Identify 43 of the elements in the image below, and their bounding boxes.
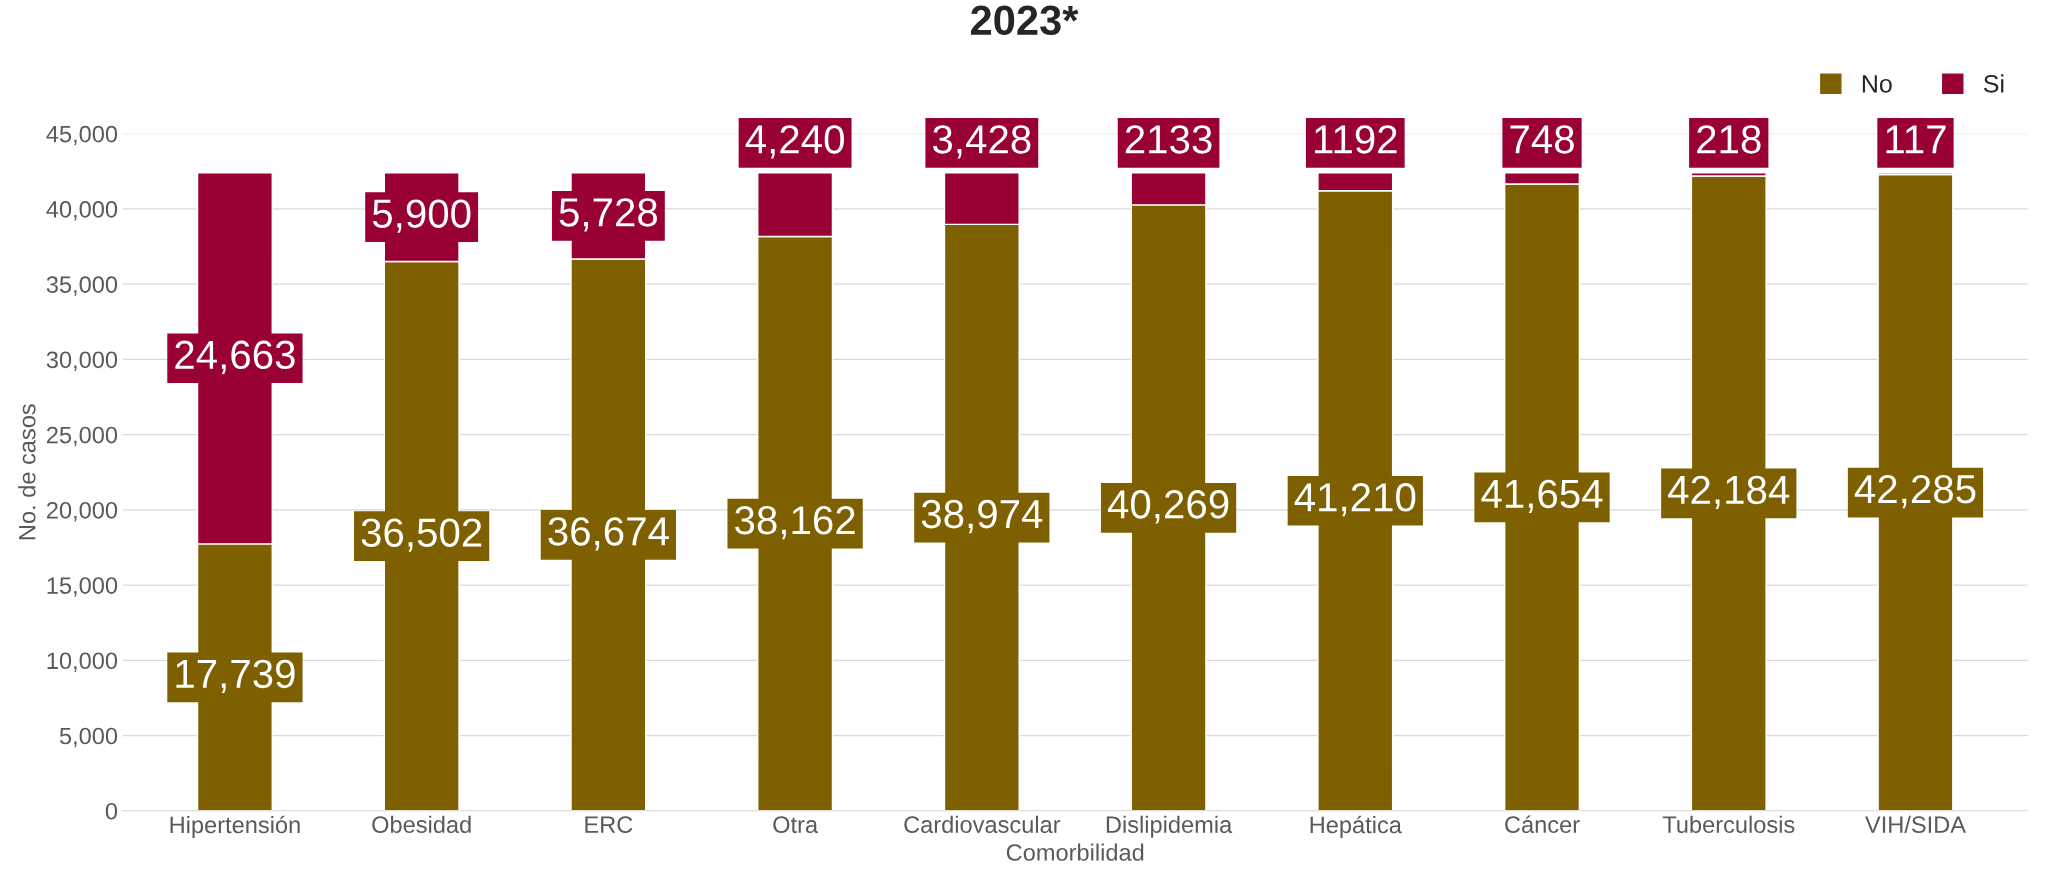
data-label: 117 bbox=[1886, 125, 1946, 154]
data-label: 40,269 bbox=[1107, 490, 1229, 524]
x-tick-label: Cardiovascular bbox=[904, 815, 1061, 834]
data-label: 36,502 bbox=[361, 518, 482, 552]
x-tick-label: Otra bbox=[773, 816, 819, 834]
y-tick-label: 20,000 bbox=[47, 501, 118, 522]
data-label: 1192 bbox=[1315, 125, 1397, 154]
y-axis-title: No. de casos bbox=[18, 404, 36, 540]
data-label: 748 bbox=[1510, 125, 1574, 154]
x-tick-label: Cáncer bbox=[1505, 815, 1580, 834]
data-label: 4,240 bbox=[745, 125, 844, 159]
x-tick-label: Hipertensión bbox=[170, 815, 300, 838]
y-tick-label: 40,000 bbox=[46, 200, 118, 221]
chart-title: 2023* bbox=[971, 5, 1079, 36]
data-label: 24,663 bbox=[175, 340, 295, 374]
y-tick-label: 35,000 bbox=[46, 276, 118, 296]
data-label: 41,654 bbox=[1481, 479, 1603, 513]
data-label: 2133 bbox=[1125, 125, 1212, 154]
data-label: 218 bbox=[1697, 125, 1761, 154]
y-tick-label: 5,000 bbox=[59, 727, 118, 748]
y-tick-label: 30,000 bbox=[46, 351, 118, 371]
data-label: 3,428 bbox=[932, 125, 1031, 159]
data-label: 17,739 bbox=[176, 659, 295, 693]
data-label: 42,285 bbox=[1854, 474, 1976, 509]
legend-label: No bbox=[1862, 75, 1892, 93]
x-tick-label: VIH/SIDA bbox=[1865, 815, 1966, 834]
y-tick-label: 25,000 bbox=[47, 426, 118, 447]
x-tick-label: Tuberculosis bbox=[1662, 815, 1795, 834]
x-axis-title: Comorbilidad bbox=[1006, 843, 1144, 861]
x-tick-label: ERC bbox=[585, 816, 633, 834]
x-tick-label: Obesidad bbox=[372, 815, 471, 834]
data-label: 36,674 bbox=[548, 517, 669, 551]
x-tick-label: Hepática bbox=[1310, 815, 1402, 838]
data-label: 41,210 bbox=[1294, 483, 1416, 517]
data-label: 38,974 bbox=[921, 499, 1043, 534]
y-tick-label: 15,000 bbox=[47, 577, 118, 597]
y-tick-label: 0 bbox=[105, 802, 118, 820]
data-label: 42,184 bbox=[1668, 475, 1790, 509]
x-tick-label: Dislipidemia bbox=[1106, 815, 1233, 838]
data-label: 38,162 bbox=[735, 505, 855, 540]
y-tick-label: 45,000 bbox=[46, 125, 118, 146]
legend-label: Si bbox=[1983, 74, 2004, 93]
y-tick-label: 10,000 bbox=[47, 652, 118, 672]
